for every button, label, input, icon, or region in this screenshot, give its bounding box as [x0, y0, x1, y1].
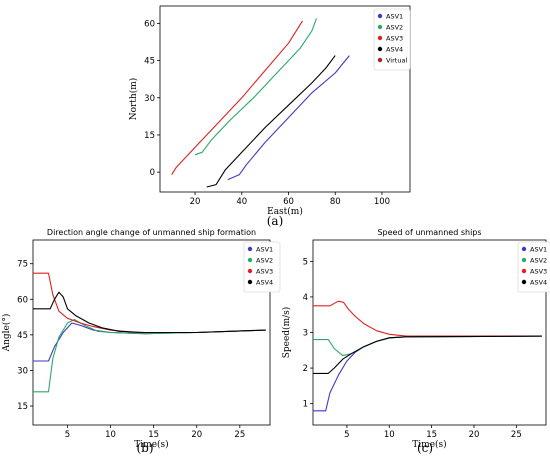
legend-label-asv2: ASV2 [530, 256, 547, 264]
legend-label-asv4: ASV4 [256, 278, 273, 286]
x-tick-label: 20 [191, 430, 202, 440]
series-line-asv1 [33, 322, 266, 362]
legend-marker-virtual [377, 57, 383, 63]
x-tick-label: 20 [469, 430, 480, 440]
y-tick-label: 5 [303, 257, 308, 267]
series-line-asv3 [313, 300, 542, 337]
legend-box [373, 8, 411, 71]
legend-marker-asv3 [247, 268, 253, 274]
y-tick-label: 2 [303, 364, 308, 374]
legend-label-virtual: Virtual [386, 56, 407, 64]
legend-label-asv2: ASV2 [386, 23, 403, 31]
y-axis-label: Angle(°) [1, 314, 12, 353]
series-line-asv1 [227, 55, 350, 181]
y-tick-label: 45 [144, 57, 155, 67]
x-tick-label: 15 [426, 430, 437, 440]
series-line-asv2 [33, 318, 266, 393]
legend-marker-asv3 [377, 35, 383, 41]
x-tick-label: 10 [105, 430, 116, 440]
legend-marker-asv2 [521, 257, 527, 263]
legend-label-asv4: ASV4 [530, 278, 547, 286]
series-line-asv1 [313, 335, 542, 412]
chart-b: Direction angle change of unmanned ship … [1, 228, 281, 455]
legend-marker-asv4 [377, 46, 383, 52]
legend-label-asv3: ASV3 [386, 34, 403, 42]
y-tick-label: 0 [150, 168, 155, 178]
plot-frame [159, 5, 411, 193]
x-axis-label: East(m) [267, 206, 303, 217]
legend: ASV1 ASV2 ASV3 ASV4 [517, 241, 550, 293]
legend-box [517, 241, 550, 293]
chart-title: Direction angle change of unmanned ship … [47, 228, 256, 237]
series-line-asv2 [313, 335, 542, 357]
series-line-asv2 [194, 18, 318, 156]
legend-marker-asv1 [247, 246, 253, 252]
legend-box [243, 241, 281, 293]
x-tick-label: 10 [384, 430, 395, 440]
x-tick-label: 5 [65, 430, 70, 440]
x-tick-label: 15 [148, 430, 159, 440]
figure-caption: (c) [417, 441, 433, 455]
x-tick-label: 25 [511, 430, 522, 440]
y-tick-label: 75 [17, 260, 28, 270]
legend-marker-asv1 [521, 246, 527, 252]
x-tick-label: 60 [283, 197, 294, 207]
y-axis-label: Speed(m/s) [281, 307, 292, 359]
series-line-asv4 [33, 291, 266, 334]
legend-label-asv4: ASV4 [386, 45, 403, 53]
y-axis-label: North(m) [128, 78, 139, 121]
x-tick-label: 20 [190, 197, 201, 207]
legend-label-asv2: ASV2 [256, 256, 273, 264]
series-line-asv3 [171, 20, 303, 175]
legend-marker-asv1 [377, 13, 383, 19]
figure-caption: (a) [267, 214, 284, 228]
legend-label-asv1: ASV1 [530, 245, 547, 253]
x-tick-label: 80 [330, 197, 341, 207]
legend-marker-asv4 [521, 279, 527, 285]
legend-label-asv1: ASV1 [256, 245, 273, 253]
y-tick-label: 45 [17, 331, 28, 341]
y-tick-label: 1 [303, 400, 308, 410]
y-tick-label: 3 [303, 329, 308, 339]
plot-frame [312, 239, 547, 426]
series-line-asv4 [206, 55, 336, 188]
legend-marker-asv2 [247, 257, 253, 263]
series-line-asv3 [33, 272, 266, 334]
legend-marker-asv2 [377, 24, 383, 30]
y-tick-label: 15 [17, 402, 28, 412]
legend-marker-asv4 [247, 279, 253, 285]
legend: ASV1 ASV2 ASV3 ASV4 [243, 241, 281, 293]
y-tick-label: 15 [144, 131, 155, 141]
series-line-asv4 [313, 335, 542, 374]
chart-c: Speed of unmanned ships 5 10 15 20 25 1 2 3 4 5 Tim… [281, 228, 550, 455]
x-axis-label: Time(s) [134, 439, 168, 450]
chart-a: 20 40 60 80 100015304560East(m)North(m)ASV1A… [128, 5, 411, 228]
y-tick-label: 30 [17, 366, 28, 376]
x-tick-label: 40 [236, 197, 247, 207]
plot-frame [32, 239, 271, 426]
x-tick-label: 100 [374, 197, 390, 207]
y-tick-label: 30 [144, 94, 155, 104]
legend: ASV1 ASV2 ASV3 ASV4 Virtual [373, 8, 411, 71]
x-tick-label: 25 [234, 430, 245, 440]
chart-title: Speed of unmanned ships [377, 228, 481, 237]
x-axis-label: Time(s) [412, 439, 446, 450]
x-tick-label: 5 [344, 430, 349, 440]
legend-label-asv3: ASV3 [530, 267, 547, 275]
y-tick-label: 60 [144, 19, 155, 29]
y-tick-label: 60 [17, 295, 28, 305]
legend-label-asv1: ASV1 [386, 12, 403, 20]
legend-marker-asv3 [521, 268, 527, 274]
legend-label-asv3: ASV3 [256, 267, 273, 275]
y-tick-label: 4 [303, 293, 308, 303]
figure-caption: (b) [136, 441, 153, 455]
